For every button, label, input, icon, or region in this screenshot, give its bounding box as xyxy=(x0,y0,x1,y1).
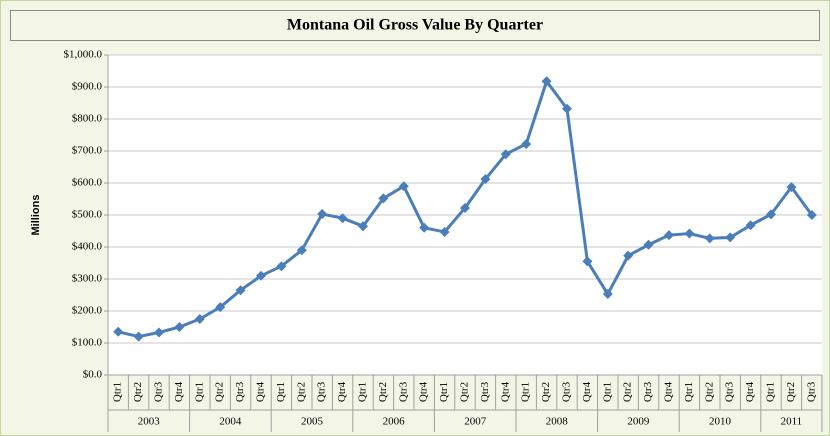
x-tick-label: Qtr3 xyxy=(316,381,328,402)
y-tick-label: $1,000.0 xyxy=(64,49,103,61)
marker xyxy=(337,213,348,224)
x-tick-label: Qtr4 xyxy=(663,381,675,402)
y-tick-label: $900.0 xyxy=(72,81,103,93)
marker xyxy=(398,181,409,192)
marker xyxy=(439,226,450,237)
x-tick-label: Qtr1 xyxy=(601,382,613,402)
x-tick-label: Qtr1 xyxy=(112,382,124,402)
marker xyxy=(704,233,715,244)
x-tick-label: Qtr4 xyxy=(744,381,756,402)
marker xyxy=(256,270,266,281)
marker xyxy=(460,202,470,213)
marker xyxy=(194,314,205,324)
marker xyxy=(500,149,511,160)
marker xyxy=(317,209,328,220)
x-tick-label: Qtr2 xyxy=(295,382,307,402)
marker xyxy=(235,285,246,296)
y-axis-title: Millions xyxy=(30,195,42,236)
marker xyxy=(806,210,817,220)
marker xyxy=(664,230,674,241)
year-label: 2005 xyxy=(301,416,324,428)
marker xyxy=(480,174,491,185)
year-label: 2011 xyxy=(781,416,803,428)
y-tick-label: $300.0 xyxy=(72,273,103,285)
x-tick-label: Qtr3 xyxy=(153,381,165,402)
x-tick-label: Qtr3 xyxy=(561,381,573,402)
y-tick-label: $700.0 xyxy=(72,145,103,157)
y-tick-label: $800.0 xyxy=(72,113,103,125)
marker xyxy=(521,138,532,149)
marker xyxy=(378,193,389,204)
x-tick-label: Qtr1 xyxy=(357,382,369,402)
marker xyxy=(276,261,287,272)
x-tick-label: Qtr2 xyxy=(214,382,226,402)
marker xyxy=(786,182,797,193)
marker xyxy=(296,245,307,256)
year-label: 2008 xyxy=(546,416,569,428)
marker xyxy=(174,322,185,332)
marker xyxy=(766,209,776,220)
year-label: 2006 xyxy=(383,416,406,428)
year-label: 2010 xyxy=(709,416,732,428)
year-label: 2003 xyxy=(138,416,161,428)
year-label: 2009 xyxy=(627,416,650,428)
x-tick-label: Qtr2 xyxy=(622,382,634,402)
x-tick-label: Qtr3 xyxy=(234,381,246,402)
x-tick-label: Qtr3 xyxy=(479,381,491,402)
x-tick-label: Qtr1 xyxy=(193,382,205,402)
x-tick-label: Qtr1 xyxy=(520,382,532,402)
x-tick-label: Qtr3 xyxy=(724,381,736,402)
x-tick-label: Qtr2 xyxy=(785,382,797,402)
marker xyxy=(582,256,593,267)
marker xyxy=(623,250,634,261)
x-tick-label: Qtr3 xyxy=(397,381,409,402)
year-label: 2007 xyxy=(464,416,487,428)
y-tick-label: $100.0 xyxy=(72,337,103,349)
x-tick-label: Qtr1 xyxy=(683,382,695,402)
x-tick-label: Qtr4 xyxy=(499,381,511,402)
x-tick-label: Qtr4 xyxy=(418,381,430,402)
marker xyxy=(602,289,613,300)
marker xyxy=(745,220,756,231)
y-tick-label: $200.0 xyxy=(72,305,103,317)
marker xyxy=(358,221,368,232)
x-tick-label: Qtr3 xyxy=(642,381,654,402)
marker xyxy=(562,103,572,114)
x-tick-label: Qtr1 xyxy=(765,382,777,402)
x-tick-label: Qtr2 xyxy=(377,382,389,402)
marker xyxy=(643,239,654,250)
x-tick-label: Qtr4 xyxy=(173,381,185,402)
x-tick-label: Qtr2 xyxy=(459,382,471,402)
x-tick-label: Qtr2 xyxy=(703,382,715,402)
x-tick-label: Qtr4 xyxy=(581,381,593,402)
chart-title: Montana Oil Gross Value By Quarter xyxy=(287,17,543,34)
marker xyxy=(215,302,226,313)
x-tick-label: Qtr3 xyxy=(805,381,817,402)
marker xyxy=(684,228,695,239)
y-tick-label: $400.0 xyxy=(72,241,103,253)
marker xyxy=(113,326,124,337)
x-tick-label: Qtr1 xyxy=(275,382,287,402)
marker xyxy=(725,232,736,243)
y-tick-label: $0.0 xyxy=(83,369,103,381)
x-tick-label: Qtr2 xyxy=(540,382,552,402)
y-tick-label: $500.0 xyxy=(72,209,103,221)
x-tick-label: Qtr4 xyxy=(336,381,348,402)
x-tick-label: Qtr4 xyxy=(255,381,267,402)
marker xyxy=(133,331,144,342)
marker xyxy=(541,76,552,87)
x-tick-label: Qtr1 xyxy=(438,382,450,402)
marker xyxy=(419,222,430,233)
marker xyxy=(154,327,164,338)
y-tick-label: $600.0 xyxy=(72,177,103,189)
title-box xyxy=(10,10,820,41)
x-tick-label: Qtr2 xyxy=(132,382,144,402)
year-label: 2004 xyxy=(219,416,242,428)
